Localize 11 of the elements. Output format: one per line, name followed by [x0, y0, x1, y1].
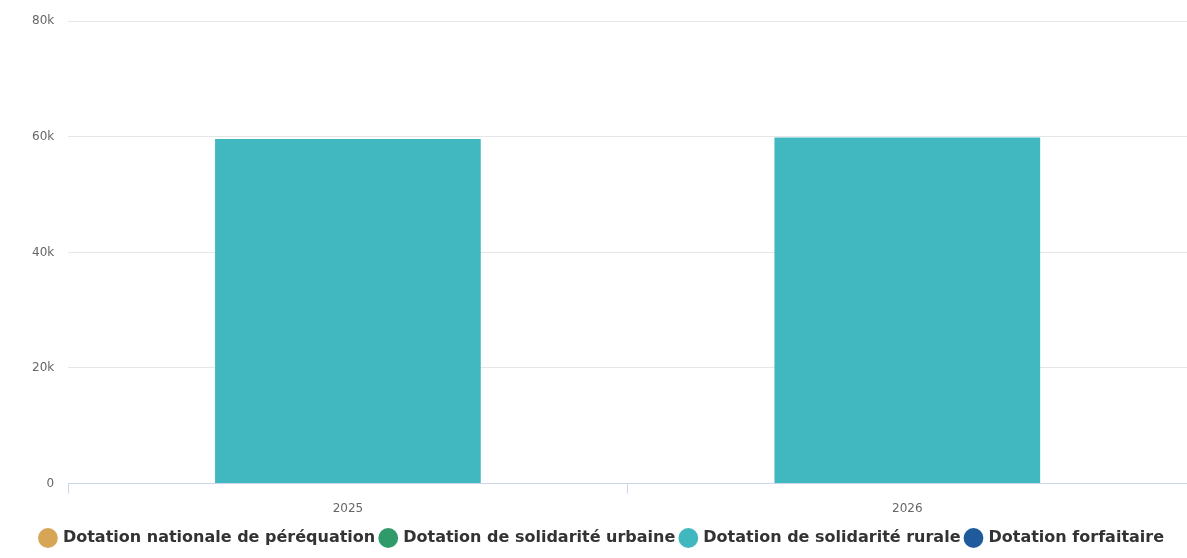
- x-tick-label: 2026: [892, 500, 923, 515]
- y-tick-label: 0: [46, 475, 55, 490]
- y-tick-label: 80k: [32, 13, 55, 28]
- y-tick-label: 40k: [32, 244, 55, 259]
- legend-label: Dotation de solidarité rurale: [703, 527, 961, 547]
- x-tick-label: 2025: [332, 500, 364, 515]
- y-tick-label: 60k: [32, 128, 55, 143]
- legend-label: Dotation forfaitaire: [988, 527, 1165, 547]
- y-tick-label: 20k: [32, 360, 55, 375]
- legend-label: Dotation de solidarité urbaine: [403, 527, 676, 547]
- legend-label: Dotation nationale de péréquation: [62, 527, 376, 547]
